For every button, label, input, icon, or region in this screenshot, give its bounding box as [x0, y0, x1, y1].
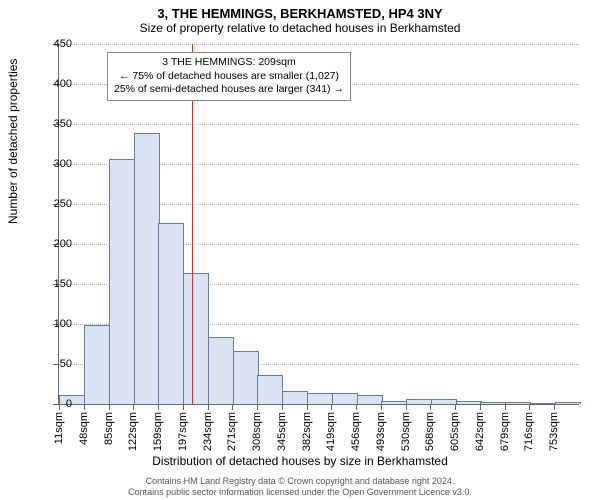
x-tick: [109, 404, 110, 410]
histogram-bar: [109, 159, 135, 404]
histogram-bar: [134, 133, 160, 404]
y-tick-label: 250: [38, 198, 72, 210]
x-tick: [232, 404, 233, 410]
x-tick: [133, 404, 134, 410]
annotation-line: ← 75% of detached houses are smaller (1,…: [114, 70, 344, 84]
y-axis-label: Number of detached properties: [6, 59, 20, 224]
x-tick: [282, 404, 283, 410]
x-tick-label: 159sqm: [152, 412, 164, 451]
x-tick: [307, 404, 308, 410]
gridline: [59, 124, 579, 125]
x-tick: [381, 404, 382, 410]
x-tick-label: 122sqm: [127, 412, 139, 451]
x-tick: [480, 404, 481, 410]
x-tick-label: 382sqm: [301, 412, 313, 451]
x-tick-label: 11sqm: [53, 412, 65, 444]
histogram-bar: [406, 399, 432, 404]
x-tick: [257, 404, 258, 410]
x-tick: [208, 404, 209, 410]
x-tick: [158, 404, 159, 410]
y-tick-label: 200: [38, 238, 72, 250]
chart-subtitle: Size of property relative to detached ho…: [0, 21, 600, 39]
x-tick-label: 197sqm: [177, 412, 189, 451]
histogram-bar: [431, 399, 457, 404]
x-tick-label: 679sqm: [499, 412, 511, 451]
histogram-bar: [357, 395, 383, 404]
histogram-bar: [555, 402, 581, 404]
x-axis-label: Distribution of detached houses by size …: [0, 454, 600, 468]
x-tick-label: 456sqm: [350, 412, 362, 451]
x-tick: [554, 404, 555, 410]
histogram-bar: [282, 391, 308, 404]
x-tick-label: 716sqm: [523, 412, 535, 451]
y-tick-label: 400: [38, 78, 72, 90]
x-tick: [529, 404, 530, 410]
histogram-bar: [208, 337, 234, 404]
x-tick: [356, 404, 357, 410]
x-tick: [505, 404, 506, 410]
y-tick-label: 50: [38, 358, 72, 370]
x-tick: [84, 404, 85, 410]
histogram-bar: [257, 375, 283, 404]
x-tick-label: 345sqm: [276, 412, 288, 451]
histogram-bar: [480, 402, 506, 404]
annotation-line: 3 THE HEMMINGS: 209sqm: [114, 56, 344, 70]
x-tick: [406, 404, 407, 410]
x-tick: [183, 404, 184, 410]
x-tick-label: 530sqm: [400, 412, 412, 451]
y-tick-label: 100: [38, 318, 72, 330]
histogram-bar: [158, 223, 184, 404]
annotation-line: 25% of semi-detached houses are larger (…: [114, 83, 344, 97]
x-tick-label: 85sqm: [103, 412, 115, 445]
x-tick: [430, 404, 431, 410]
histogram-bar: [381, 401, 407, 404]
x-tick-label: 234sqm: [202, 412, 214, 451]
chart-footer: Contains HM Land Registry data © Crown c…: [0, 476, 600, 499]
chart-container: 3, THE HEMMINGS, BERKHAMSTED, HP4 3NY Si…: [0, 0, 600, 500]
x-tick-label: 419sqm: [325, 412, 337, 451]
y-tick-label: 0: [38, 398, 72, 410]
x-tick-label: 271sqm: [226, 412, 238, 451]
histogram-bar: [505, 402, 531, 404]
histogram-bar: [233, 351, 259, 404]
histogram-bar: [84, 325, 110, 404]
chart-title: 3, THE HEMMINGS, BERKHAMSTED, HP4 3NY: [0, 0, 600, 21]
x-tick-label: 642sqm: [474, 412, 486, 451]
x-tick-label: 493sqm: [375, 412, 387, 451]
annotation-box: 3 THE HEMMINGS: 209sqm← 75% of detached …: [107, 52, 351, 101]
x-tick-label: 753sqm: [548, 412, 560, 451]
histogram-bar: [307, 393, 333, 404]
histogram-bar: [456, 401, 482, 404]
footer-line: Contains public sector information licen…: [0, 487, 600, 498]
histogram-bar: [183, 273, 209, 404]
x-tick: [331, 404, 332, 410]
footer-line: Contains HM Land Registry data © Crown c…: [0, 476, 600, 487]
x-tick: [455, 404, 456, 410]
y-tick-label: 150: [38, 278, 72, 290]
histogram-bar: [530, 403, 556, 404]
x-tick-label: 605sqm: [449, 412, 461, 451]
x-tick-label: 308sqm: [251, 412, 263, 451]
y-tick-label: 350: [38, 118, 72, 130]
plot-area: 11sqm48sqm85sqm122sqm159sqm197sqm234sqm2…: [58, 44, 579, 405]
y-tick-label: 300: [38, 158, 72, 170]
histogram-bar: [332, 393, 358, 404]
x-tick-label: 568sqm: [424, 412, 436, 451]
gridline: [59, 44, 579, 45]
y-tick-label: 450: [38, 38, 72, 50]
x-tick-label: 48sqm: [78, 412, 90, 445]
